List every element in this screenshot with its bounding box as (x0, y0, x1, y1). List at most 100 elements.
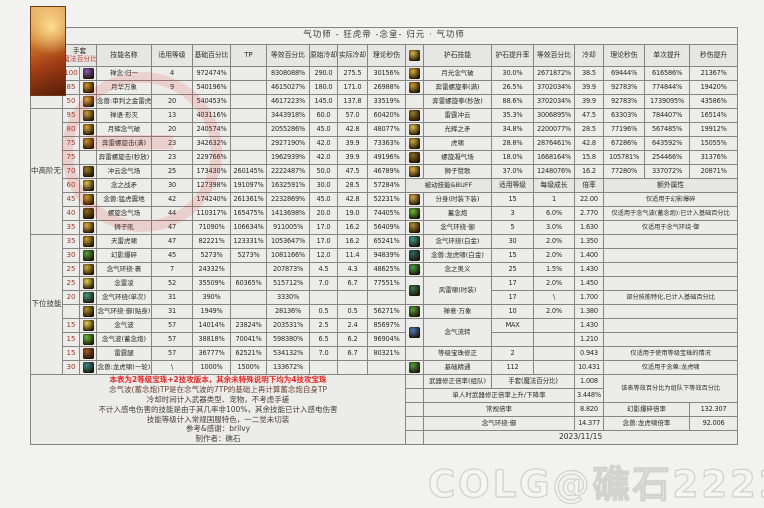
cell-glove-percent: 75 (62, 150, 80, 165)
passive-name: 分身(时装下装) (423, 192, 492, 207)
col-header-rune-skill: 护石技能 (423, 44, 492, 67)
sheet-title: 气功师 - 狂虎帝 -念皇- 归元 · 气功师 (29, 27, 739, 45)
cell-glove-percent: 80 (62, 122, 80, 137)
col-header-rune-cd: 冷却 (574, 44, 604, 67)
cell-name: 念兽:猛虎震地 (96, 192, 152, 207)
rune-rate: 35.3% (491, 108, 534, 123)
skill-icon-cell (79, 192, 97, 207)
table-row: 觉醒100禅念·归一4972474%8308088%290.0275.53015… (30, 66, 739, 109)
rune-single: 643592% (644, 136, 690, 151)
rune-rate: 30.0% (491, 66, 534, 81)
phantom-ratio-label: 幻影爆碎倍率 (603, 402, 690, 418)
cell-name: 雷霆腿 (96, 346, 152, 361)
cell-tp: 165475% (230, 206, 267, 221)
cell-cd2: 6.2 (337, 332, 368, 347)
cell-level: 4 (151, 66, 193, 81)
passive-header-level: 适用等级 (491, 178, 534, 193)
cell-base: 390% (192, 290, 231, 305)
cell-dps: 85697% (367, 318, 406, 333)
cell-name: 念气环绕·御(贴身) (96, 304, 152, 319)
cell-level: 57 (151, 332, 193, 347)
cell-level: 44 (151, 206, 193, 221)
rune-rate: 37.0% (491, 164, 534, 179)
skill-icon (409, 138, 420, 149)
cell-tp (230, 262, 267, 277)
table-row: 下位技能 35 天雷虎啸 47 82221% 123331% 1053647% 17.0 16.… (30, 234, 739, 375)
cell-tp: 123331% (230, 234, 267, 249)
cell-equiv: 207873% (266, 262, 310, 277)
rune-rate: 26.5% (491, 80, 534, 95)
cell-dps: 65241% (367, 234, 406, 249)
note-line: 技能等级计入常规国服特色，一二觉未切装 (146, 414, 290, 424)
passive-ratio: 1.400 (574, 248, 604, 263)
passive-ratio: 1.450 (574, 276, 604, 291)
rune-icon-cell (405, 164, 424, 179)
skill-icon (409, 194, 420, 205)
dragon-tiger-ratio-label: 念兽:龙虎啸倍率 (603, 416, 690, 432)
rune-cd: 15.8 (574, 150, 604, 165)
skill-icon-cell (79, 276, 97, 291)
rune-single: 784407% (644, 108, 690, 123)
cell-equiv: 1081166% (266, 248, 310, 263)
note-line: 冷却时间计入武器类型、宠物，不考虑手搓 (146, 394, 290, 404)
col-header-rune-equiv: 等效百分比 (533, 44, 575, 67)
cell-cd1: 17.0 (309, 234, 338, 249)
cell-level: 31 (151, 290, 193, 305)
passive-ratio: 1.700 (574, 290, 604, 305)
cell-tp (230, 108, 267, 123)
passive-icon-cell (405, 248, 424, 263)
skill-icon-cell (79, 164, 97, 179)
cell-dps: 30156% (367, 66, 406, 81)
passive-icon-cell (405, 220, 424, 235)
skill-icon-cell (79, 108, 97, 123)
skill-icon (82, 180, 94, 191)
cell-cd1 (309, 290, 338, 305)
passive-note (602, 318, 739, 333)
cell-cd1: 20.0 (309, 206, 338, 221)
cell-level: 31 (151, 304, 193, 319)
skill-icon (82, 208, 94, 219)
skill-icon (409, 362, 420, 373)
cell-name: 念兽:龙虎啸(一轮) (96, 360, 152, 375)
skill-icon-cell (79, 332, 97, 347)
skill-icon (82, 166, 94, 177)
cell-name: 念气环绕(单次) (96, 290, 152, 305)
rune-equiv: 1668164% (533, 150, 575, 165)
rune-icon-cell (405, 122, 424, 137)
skill-icon-cell (79, 122, 97, 137)
rune-dps: 63303% (603, 108, 645, 123)
solo-correction-label: 单人时武器修正倍率上升/下降率 (423, 388, 575, 404)
cell-cd2: 275.5 (337, 66, 368, 81)
cell-dps: 49196% (367, 150, 406, 165)
passive-growth (533, 332, 575, 347)
rune-name: 奔雷螺旋拳(满) (423, 80, 492, 95)
cell-level: 57 (151, 318, 193, 333)
cell-dps: 96904% (367, 332, 406, 347)
cell-level: 25 (151, 164, 193, 179)
cell-name: 念气波(蓄念炮) (96, 332, 152, 347)
cell-cd1: 2.5 (309, 318, 338, 333)
passive-level: 15 (491, 248, 534, 263)
col-header-level: 适用等级 (151, 44, 193, 67)
rune-equiv: 3006895% (533, 108, 575, 123)
cell-cd2: 0.5 (337, 304, 368, 319)
cell-cd2: 16.2 (337, 234, 368, 249)
rune-single: 567485% (644, 122, 690, 137)
cell-base: 240574% (192, 122, 231, 137)
skill-icon-cell (79, 178, 97, 193)
skill-icon (409, 236, 420, 247)
passive-level: 10 (491, 304, 534, 319)
colg-watermark: COLG@礁石222222 (427, 462, 764, 506)
rune-icon-cell (405, 136, 424, 151)
skill-icon (82, 250, 94, 261)
rune-rate: 88.6% (491, 94, 534, 109)
cell-tp (230, 150, 267, 165)
cell-cd1: 180.0 (309, 80, 338, 95)
cell-glove-percent: 25 (62, 276, 80, 291)
skill-icon (82, 306, 94, 317)
cell-name: 奔雷螺旋击(满) (96, 136, 152, 151)
passive-name: 基础精通 (423, 360, 492, 375)
skill-icon (82, 264, 94, 275)
rune-name: 月光念气破 (423, 66, 492, 81)
passive-name: 念气环绕(白金) (423, 234, 492, 249)
